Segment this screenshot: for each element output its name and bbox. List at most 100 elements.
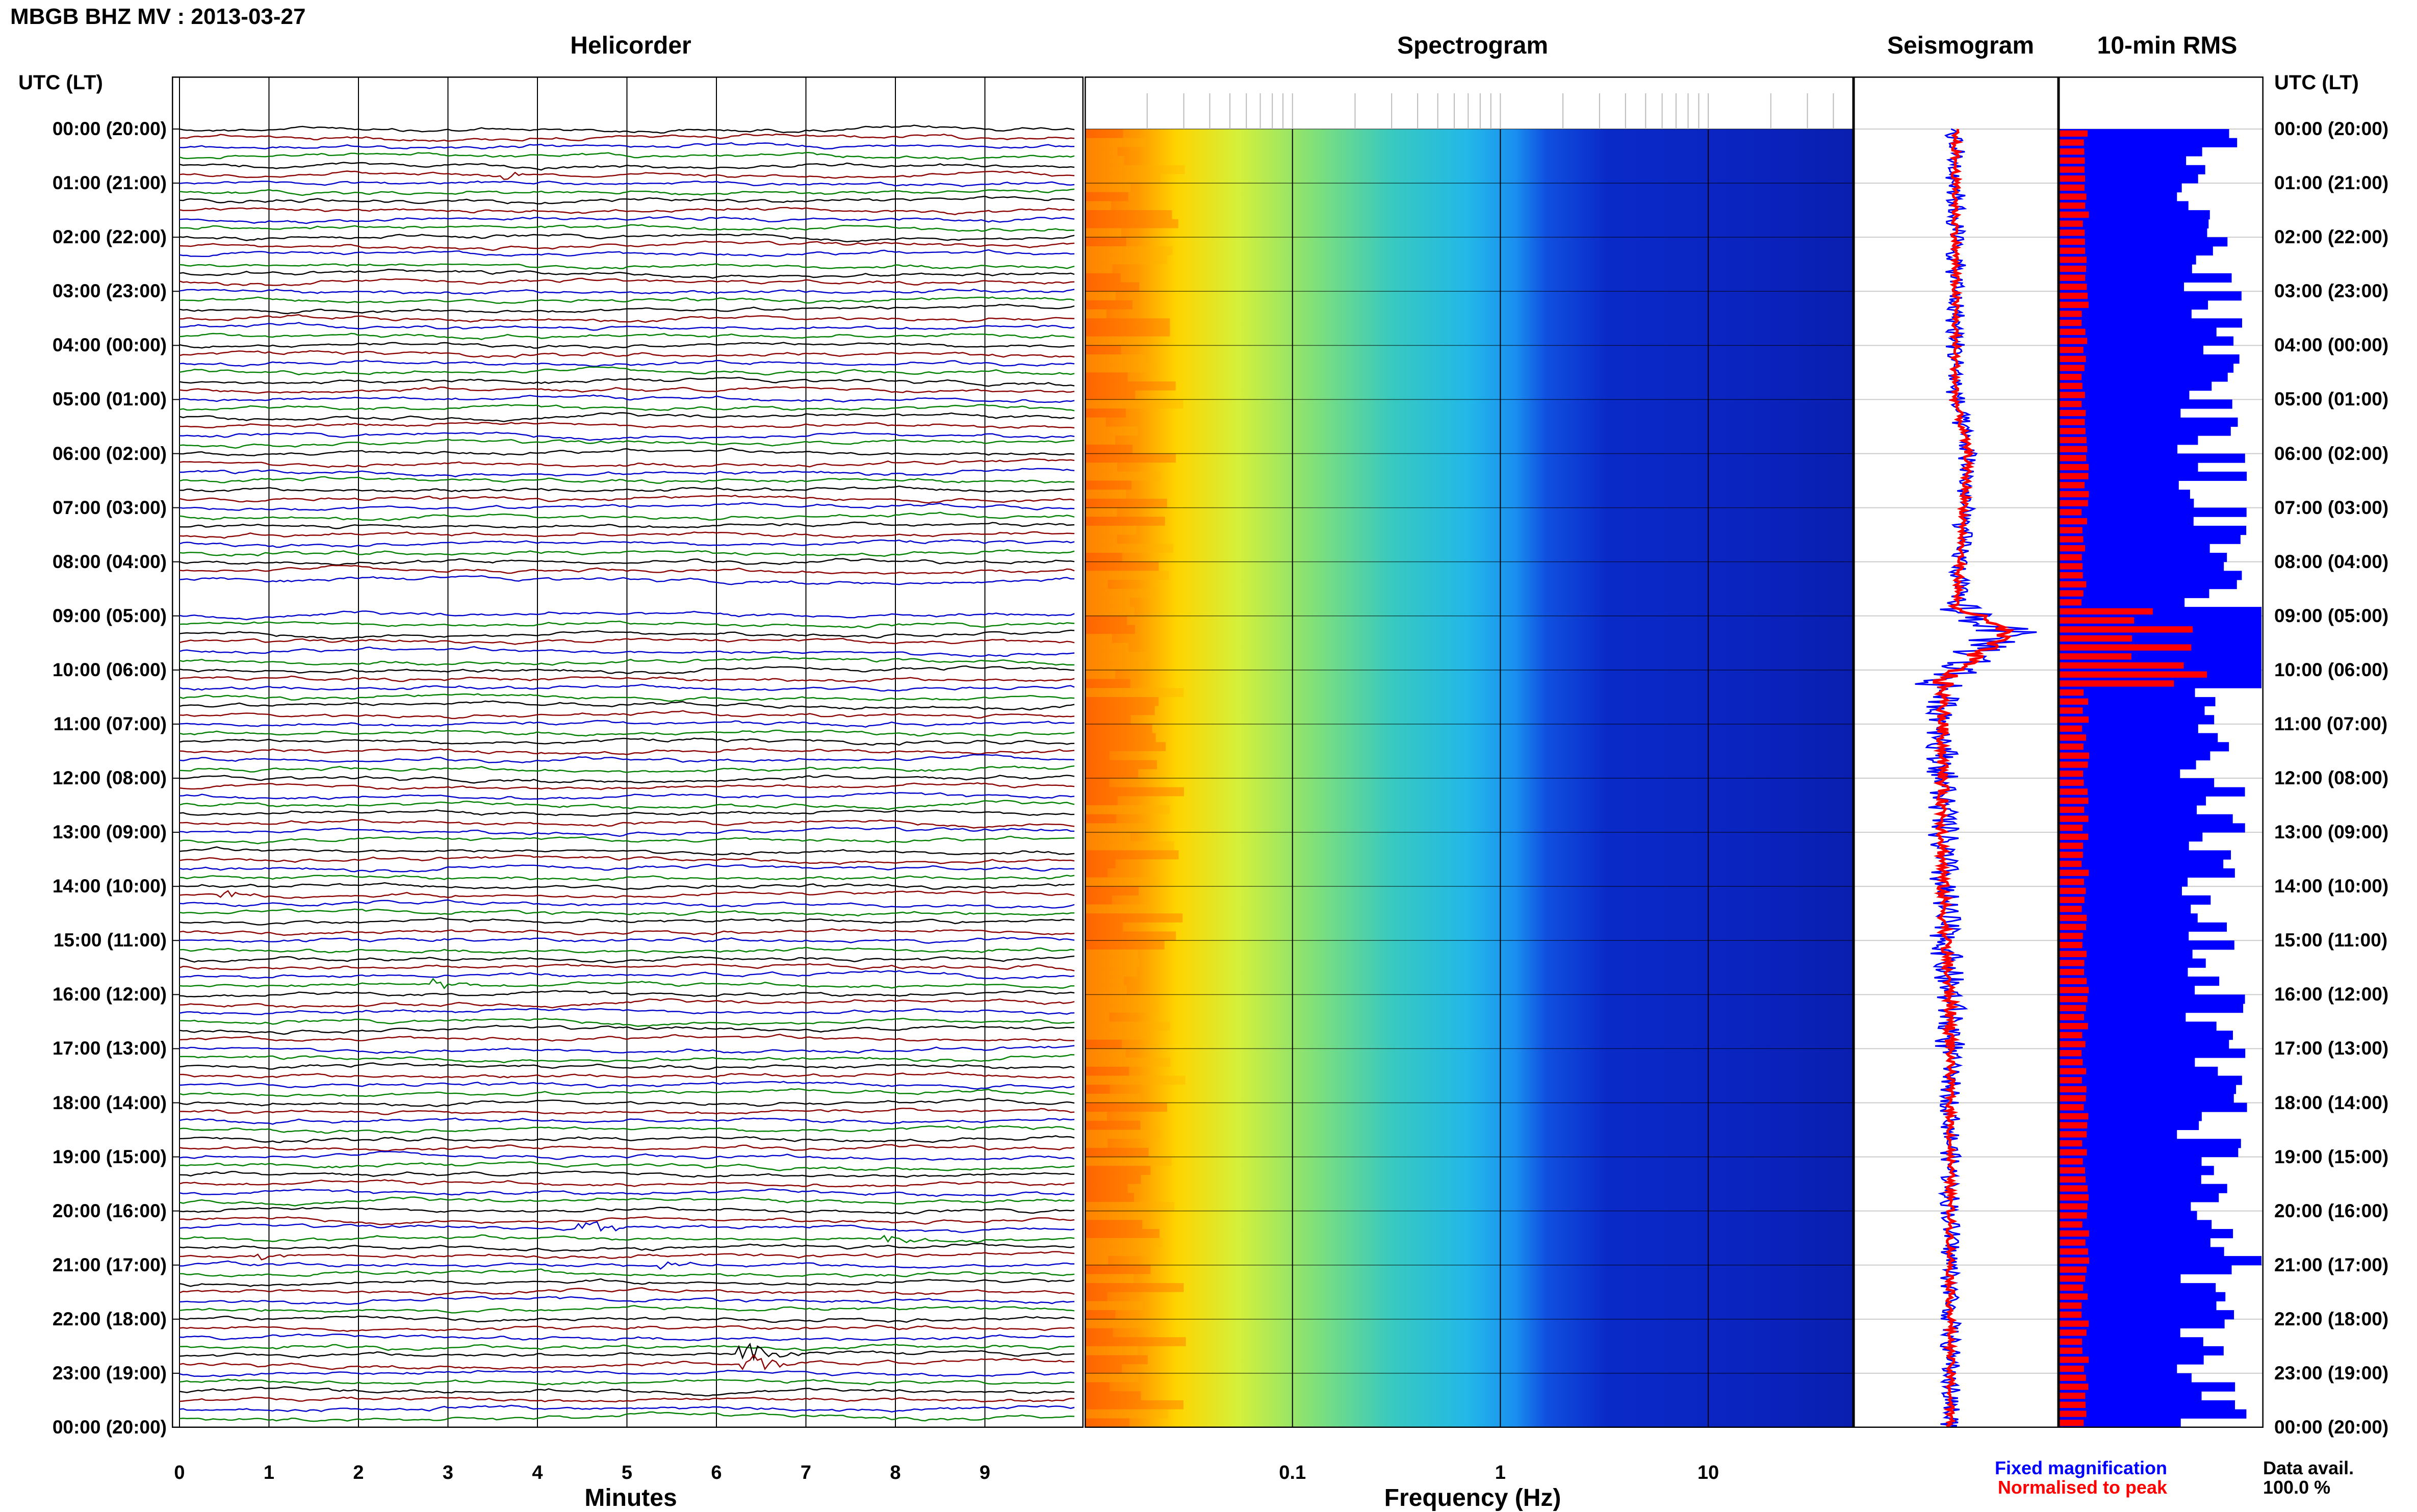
- rms-normalised-bar: [2059, 608, 2153, 615]
- rms-fixed-bar: [2059, 706, 2205, 715]
- rms-normalised-bar: [2059, 1239, 2086, 1246]
- helicorder-trace: [179, 1278, 1075, 1287]
- spectrogram-texture: [1085, 1319, 1156, 1328]
- rms-fixed-bar: [2059, 1058, 2195, 1067]
- rms-normalised-bar: [2059, 1411, 2087, 1417]
- spectrogram-texture: [1085, 1066, 1129, 1076]
- spectrogram-texture: [1085, 273, 1121, 283]
- rms-normalised-bar: [2059, 1104, 2084, 1111]
- spectrogram-texture: [1085, 544, 1173, 553]
- helicorder-trace: [179, 899, 1075, 909]
- rms-fixed-bar: [2059, 751, 2210, 761]
- spectrogram-texture: [1085, 399, 1184, 409]
- rms-fixed-bar: [2059, 1112, 2202, 1121]
- rms-normalised-bar: [2059, 220, 2083, 227]
- rms-normalised-bar: [2059, 1374, 2086, 1381]
- spectrogram-texture: [1085, 967, 1137, 977]
- helicorder-trace: [179, 303, 1075, 315]
- spectrogram-texture: [1085, 751, 1110, 760]
- rms-fixed-bar: [2059, 1283, 2216, 1293]
- rms-normalised-bar: [2059, 1230, 2089, 1237]
- spectrogram-texture: [1085, 390, 1136, 400]
- rms-normalised-bar: [2059, 1014, 2085, 1020]
- rms-fixed-bar: [2059, 1139, 2241, 1148]
- spectrogram-texture: [1085, 706, 1155, 715]
- rms-title: 10-min RMS: [2097, 32, 2238, 59]
- rms-fixed-bar: [2059, 183, 2182, 193]
- rms-normalised-bar: [2059, 572, 2083, 579]
- spectrogram-texture: [1085, 534, 1117, 544]
- rms-normalised-bar: [2059, 265, 2087, 272]
- hour-label-left: 07:00 (03:00): [52, 497, 167, 518]
- helicorder-trace: [179, 1097, 1075, 1108]
- spectrogram-texture: [1085, 237, 1126, 246]
- rms-fixed-bar: [2059, 471, 2247, 481]
- helicorder-x-tick-label: 1: [263, 1462, 275, 1483]
- rms-normalised-bar: [2059, 770, 2084, 777]
- rms-fixed-bar: [2059, 580, 2237, 590]
- rms-normalised-bar: [2059, 635, 2132, 642]
- seismogram-normalised-trace: [1933, 129, 2015, 1428]
- helicorder-trace: [179, 1304, 1075, 1314]
- helicorder-trace: [179, 1045, 1075, 1054]
- rms-normalised-bar: [2059, 554, 2082, 561]
- rms-fixed-bar: [2059, 165, 2205, 174]
- rms-normalised-bar: [2059, 1041, 2086, 1047]
- spectrogram-texture: [1085, 1400, 1184, 1410]
- rms-fixed-bar: [2059, 1147, 2239, 1158]
- rms-fixed-bar: [2059, 1075, 2242, 1085]
- rms-normalised-bar: [2059, 1221, 2082, 1228]
- spectrogram-texture: [1085, 769, 1139, 778]
- rms-normalised-bar: [2059, 229, 2085, 236]
- rms-normalised-bar: [2059, 184, 2085, 191]
- spectrogram-texture: [1085, 688, 1184, 697]
- spectrogram-texture: [1085, 994, 1156, 1004]
- spectrogram-texture: [1085, 417, 1106, 427]
- spectrogram-texture: [1085, 733, 1156, 742]
- spectrogram-texture: [1085, 129, 1123, 138]
- spectrogram-texture: [1085, 147, 1118, 157]
- rms-fixed-bar: [2059, 1310, 2234, 1320]
- rms-normalised-bar: [2059, 319, 2082, 326]
- spectrogram-texture: [1085, 1093, 1141, 1103]
- spectrogram-texture: [1085, 1075, 1186, 1085]
- rms-normalised-bar: [2059, 806, 2085, 813]
- helicorder-trace: [179, 1260, 1074, 1270]
- helicorder-trace: [179, 188, 1075, 196]
- helicorder-trace: [179, 170, 1075, 180]
- spectrogram-texture: [1085, 525, 1137, 535]
- rms-normalised-bar: [2059, 761, 2088, 768]
- rms-normalised-bar: [2059, 914, 2087, 921]
- rms-normalised-bar: [2059, 238, 2085, 245]
- rms-fixed-bar: [2059, 976, 2220, 986]
- helicorder-x-tick-label: 0: [174, 1462, 185, 1483]
- rms-normalised-bar: [2059, 382, 2082, 390]
- rms-fixed-bar: [2059, 282, 2184, 292]
- helicorder-trace: [179, 181, 1075, 188]
- helicorder-x-tick-label: 7: [800, 1462, 812, 1483]
- rms-normalised-bar: [2059, 1320, 2089, 1327]
- rms-fixed-bar: [2059, 958, 2206, 968]
- spectrogram-texture: [1085, 634, 1112, 643]
- helicorder-trace: [179, 720, 1075, 728]
- rms-fixed-bar: [2059, 868, 2235, 878]
- helicorder-trace: [179, 1188, 1075, 1197]
- spectrogram-texture: [1085, 453, 1176, 463]
- seismogram-panel: [1854, 76, 2059, 1428]
- helicorder-trace: [179, 1179, 1075, 1188]
- spectrogram-texture: [1085, 868, 1108, 878]
- rms-fixed-bar: [2059, 841, 2189, 851]
- rms-normalised-bar: [2059, 743, 2084, 750]
- helicorder-trace: [179, 502, 1075, 511]
- helicorder-trace: [179, 791, 1075, 800]
- rms-fixed-bar: [2059, 1355, 2204, 1365]
- hour-label-right: 17:00 (13:00): [2274, 1038, 2389, 1059]
- rms-fixed-bar: [2059, 327, 2217, 337]
- spectrogram-texture: [1085, 1120, 1141, 1130]
- spectrogram-texture: [1085, 652, 1153, 661]
- rms-fixed-bar: [2059, 697, 2216, 707]
- legend-normalised-to-peak: Normalised to peak: [1997, 1477, 2167, 1498]
- helicorder-trace: [179, 1296, 1075, 1305]
- rms-normalised-bar: [2059, 202, 2086, 209]
- rms-fixed-bar: [2059, 985, 2195, 995]
